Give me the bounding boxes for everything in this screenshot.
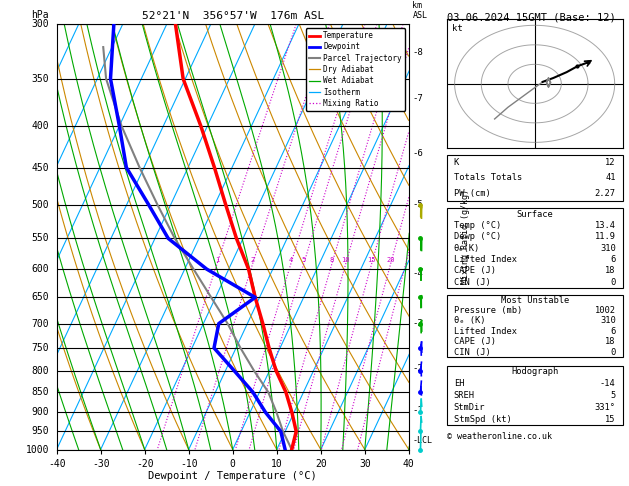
- Text: -14: -14: [600, 379, 616, 388]
- Text: 0: 0: [610, 278, 616, 287]
- Text: -6: -6: [413, 149, 423, 157]
- Text: Totals Totals: Totals Totals: [454, 174, 522, 182]
- Text: 2: 2: [251, 257, 255, 263]
- Text: CIN (J): CIN (J): [454, 278, 491, 287]
- Text: CIN (J): CIN (J): [454, 347, 491, 357]
- Text: Most Unstable: Most Unstable: [501, 295, 569, 305]
- Text: 20: 20: [387, 257, 395, 263]
- Text: SREH: SREH: [454, 391, 475, 400]
- Text: 12: 12: [605, 158, 616, 167]
- Text: 600: 600: [31, 264, 49, 274]
- Text: hPa: hPa: [31, 10, 49, 20]
- Title: 52°21'N  356°57'W  176m ASL: 52°21'N 356°57'W 176m ASL: [142, 11, 324, 21]
- Text: 18: 18: [605, 266, 616, 275]
- Text: θₑ (K): θₑ (K): [454, 316, 485, 326]
- Text: -8: -8: [413, 48, 423, 57]
- Text: Dewp (°C): Dewp (°C): [454, 232, 501, 241]
- Text: 1002: 1002: [594, 306, 616, 315]
- Text: 550: 550: [31, 233, 49, 243]
- Text: 300: 300: [31, 19, 49, 29]
- Text: Lifted Index: Lifted Index: [454, 327, 516, 336]
- Text: StmDir: StmDir: [454, 403, 485, 412]
- Text: 2.27: 2.27: [594, 189, 616, 198]
- Text: StmSpd (kt): StmSpd (kt): [454, 415, 511, 424]
- Text: CAPE (J): CAPE (J): [454, 266, 496, 275]
- Text: -7: -7: [413, 94, 423, 103]
- Text: km
ASL: km ASL: [413, 1, 427, 20]
- Text: 10: 10: [342, 257, 350, 263]
- Text: 4: 4: [289, 257, 293, 263]
- Text: 500: 500: [31, 200, 49, 210]
- Text: 650: 650: [31, 293, 49, 302]
- Text: 900: 900: [31, 407, 49, 417]
- Text: 450: 450: [31, 162, 49, 173]
- Text: 400: 400: [31, 121, 49, 131]
- Text: PW (cm): PW (cm): [454, 189, 491, 198]
- Text: © weatheronline.co.uk: © weatheronline.co.uk: [447, 432, 552, 441]
- Text: 15: 15: [605, 415, 616, 424]
- Text: 310: 310: [600, 243, 616, 253]
- Text: 1000: 1000: [26, 445, 49, 454]
- Text: Surface: Surface: [516, 209, 553, 219]
- Text: 750: 750: [31, 343, 49, 353]
- Text: 13.4: 13.4: [594, 221, 616, 230]
- Text: Temp (°C): Temp (°C): [454, 221, 501, 230]
- Text: 15: 15: [367, 257, 376, 263]
- Text: 5: 5: [302, 257, 306, 263]
- Text: 850: 850: [31, 387, 49, 397]
- Text: 5: 5: [610, 391, 616, 400]
- Text: 0: 0: [610, 347, 616, 357]
- Text: -1: -1: [413, 406, 423, 415]
- Text: 11.9: 11.9: [594, 232, 616, 241]
- Text: EH: EH: [454, 379, 464, 388]
- Text: CAPE (J): CAPE (J): [454, 337, 496, 346]
- X-axis label: Dewpoint / Temperature (°C): Dewpoint / Temperature (°C): [148, 471, 317, 481]
- Text: 6: 6: [610, 327, 616, 336]
- Text: 310: 310: [600, 316, 616, 326]
- Legend: Temperature, Dewpoint, Parcel Trajectory, Dry Adiabat, Wet Adiabat, Isotherm, Mi: Temperature, Dewpoint, Parcel Trajectory…: [306, 28, 405, 111]
- Text: Lifted Index: Lifted Index: [454, 255, 516, 264]
- Text: -3: -3: [413, 319, 423, 328]
- Text: kt: kt: [452, 24, 463, 33]
- Text: 8: 8: [330, 257, 334, 263]
- Text: -4: -4: [413, 269, 423, 278]
- Text: Hodograph: Hodograph: [511, 367, 559, 376]
- Text: 41: 41: [605, 174, 616, 182]
- Text: 6: 6: [610, 255, 616, 264]
- Text: 700: 700: [31, 318, 49, 329]
- Text: 800: 800: [31, 366, 49, 376]
- Text: -LCL: -LCL: [413, 436, 432, 445]
- Text: Pressure (mb): Pressure (mb): [454, 306, 522, 315]
- Text: -2: -2: [413, 364, 423, 373]
- Text: 1: 1: [215, 257, 220, 263]
- Text: Mixing Ratio (g/kg): Mixing Ratio (g/kg): [460, 190, 470, 284]
- Text: K: K: [454, 158, 459, 167]
- Text: 03.06.2024 15GMT (Base: 12): 03.06.2024 15GMT (Base: 12): [447, 12, 615, 22]
- Text: 950: 950: [31, 426, 49, 436]
- Text: 350: 350: [31, 74, 49, 84]
- Text: θₑ(K): θₑ(K): [454, 243, 480, 253]
- Text: -5: -5: [413, 200, 423, 209]
- Text: 18: 18: [605, 337, 616, 346]
- Text: 331°: 331°: [594, 403, 616, 412]
